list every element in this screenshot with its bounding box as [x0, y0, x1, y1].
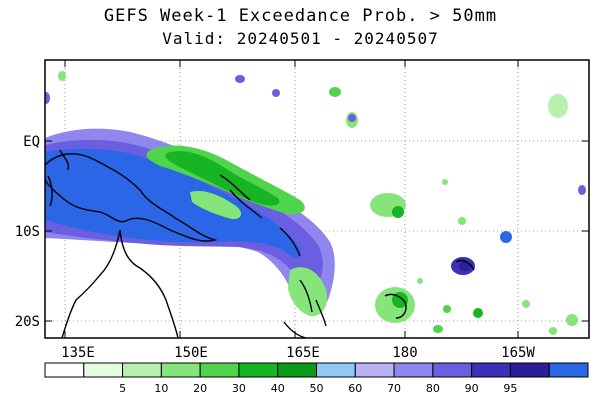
lon-label-180: 180: [392, 345, 417, 361]
colorbar-label: 20: [193, 382, 207, 395]
colorbar-label: 50: [310, 382, 324, 395]
colorbar-swatch: [238, 362, 279, 378]
colorbar-labels: 5 10 20 30 40 50 60 70 80 90 95: [119, 382, 517, 395]
lon-label-135e: 135E: [61, 345, 95, 361]
lat-label-20s: 20S: [15, 314, 40, 330]
colorbar-swatch: [277, 362, 318, 378]
colorbar-label: 95: [503, 382, 517, 395]
colorbar-label: 60: [348, 382, 362, 395]
lon-label-165e: 165E: [286, 345, 320, 361]
colorbar-label: 10: [154, 382, 168, 395]
colorbar-swatch: [432, 362, 473, 378]
colorbar-label: 80: [426, 382, 440, 395]
map-frame: [44, 59, 590, 339]
colorbar-swatch: [354, 362, 395, 378]
colorbar-label: 90: [465, 382, 479, 395]
lon-label-165w: 165W: [501, 345, 535, 361]
colorbar-swatch: [509, 362, 550, 378]
colorbar-swatch: [548, 362, 589, 378]
colorbar-swatch: [83, 362, 124, 378]
lat-label-eq: EQ: [23, 134, 40, 150]
colorbar: [44, 362, 589, 378]
colorbar-swatch: [122, 362, 162, 378]
coastlines: [45, 149, 475, 338]
axis-ticks: [45, 60, 589, 338]
colorbar-swatch: [199, 362, 240, 378]
colorbar-swatch: [316, 362, 356, 378]
map-title: GEFS Week-1 Exceedance Prob. > 50mm: [103, 6, 498, 26]
colorbar-label: 30: [232, 382, 246, 395]
colorbar-swatch: [44, 362, 85, 378]
colorbar-label: 70: [387, 382, 401, 395]
lat-label-10s: 10S: [15, 224, 40, 240]
colorbar-swatch: [160, 362, 201, 378]
map-subtitle: Valid: 20240501 - 20240507: [162, 29, 439, 48]
colorbar-label: 5: [119, 382, 126, 395]
lon-label-150e: 150E: [174, 345, 208, 361]
colorbar-swatch: [393, 362, 434, 378]
colorbar-label: 40: [271, 382, 285, 395]
colorbar-swatch: [471, 362, 511, 378]
probability-field: [45, 71, 586, 335]
